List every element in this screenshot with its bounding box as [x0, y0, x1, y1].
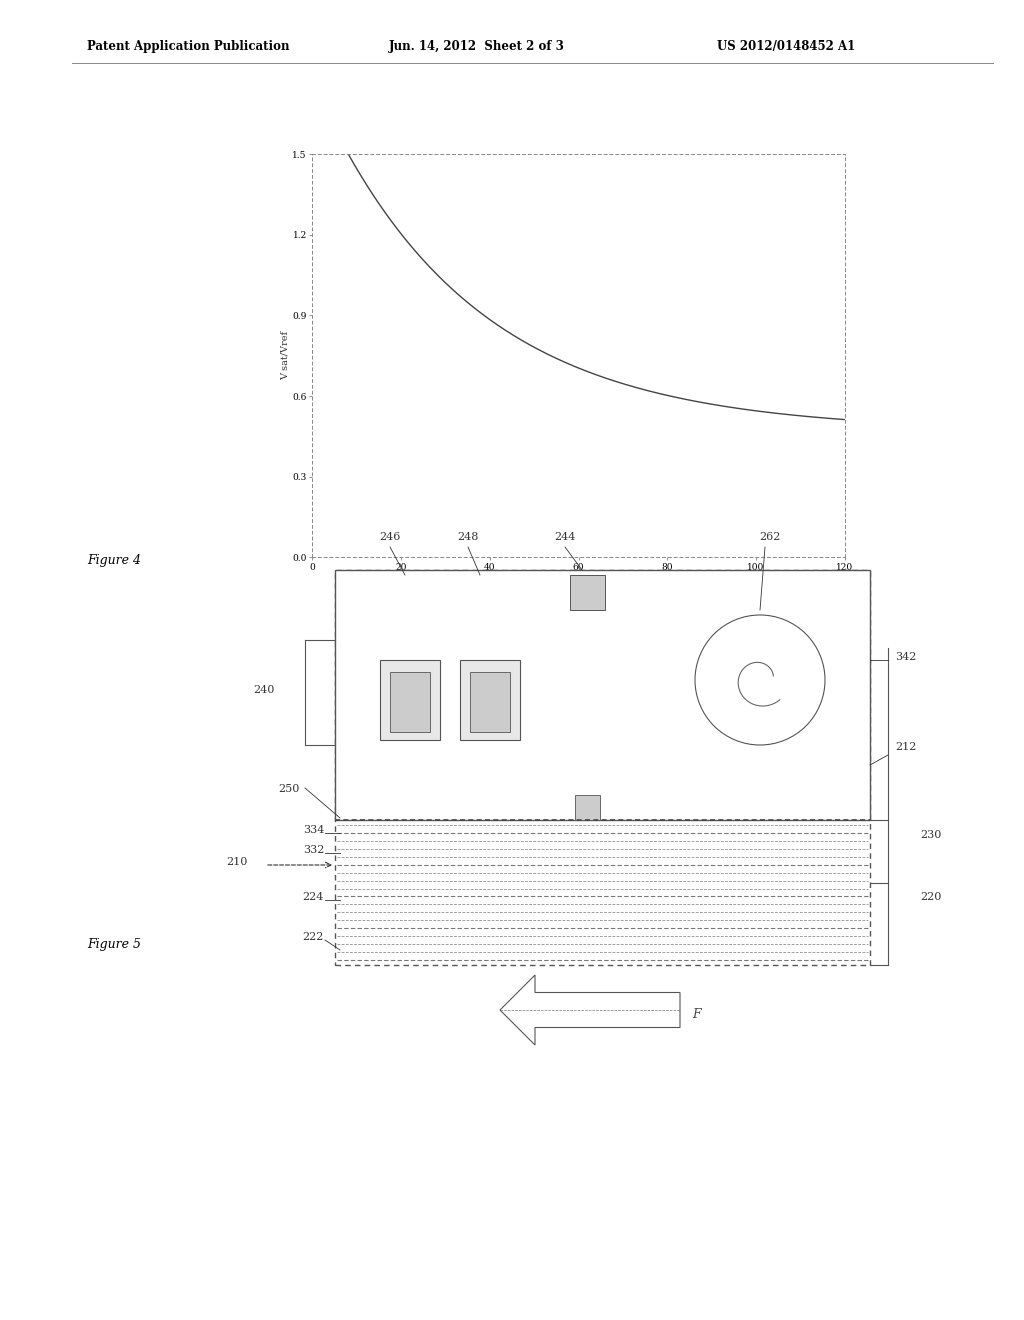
Text: 240: 240 — [254, 685, 275, 696]
Text: 262: 262 — [760, 532, 780, 543]
Text: 248: 248 — [458, 532, 478, 543]
X-axis label: p[O2]/p0: p[O2]/p0 — [557, 576, 600, 585]
Bar — [575, 795, 600, 820]
Text: 212: 212 — [895, 742, 916, 752]
Bar — [570, 576, 605, 610]
Text: Figure 4: Figure 4 — [87, 553, 141, 566]
Text: Jun. 14, 2012  Sheet 2 of 3: Jun. 14, 2012 Sheet 2 of 3 — [389, 40, 565, 53]
Text: 342: 342 — [895, 652, 916, 663]
Text: 220: 220 — [920, 892, 941, 902]
Text: 210: 210 — [226, 857, 248, 867]
Circle shape — [695, 615, 825, 744]
Bar — [335, 570, 870, 820]
Text: 246: 246 — [379, 532, 400, 543]
Polygon shape — [500, 975, 680, 1045]
Text: Patent Application Publication: Patent Application Publication — [87, 40, 290, 53]
Text: US 2012/0148452 A1: US 2012/0148452 A1 — [717, 40, 855, 53]
Text: 332: 332 — [303, 845, 324, 855]
Text: 250: 250 — [279, 784, 300, 795]
Text: 244: 244 — [554, 532, 575, 543]
Bar — [335, 570, 870, 965]
Bar — [390, 672, 430, 733]
Bar — [470, 672, 510, 733]
Text: 230: 230 — [920, 830, 941, 840]
Text: 222: 222 — [303, 932, 324, 942]
Bar — [380, 660, 440, 741]
Y-axis label: V sat/Vref: V sat/Vref — [281, 331, 290, 380]
Text: Figure 5: Figure 5 — [87, 937, 141, 950]
Bar — [460, 660, 520, 741]
Text: F: F — [692, 1008, 700, 1020]
Text: 334: 334 — [303, 825, 324, 836]
Text: 224: 224 — [303, 892, 324, 902]
